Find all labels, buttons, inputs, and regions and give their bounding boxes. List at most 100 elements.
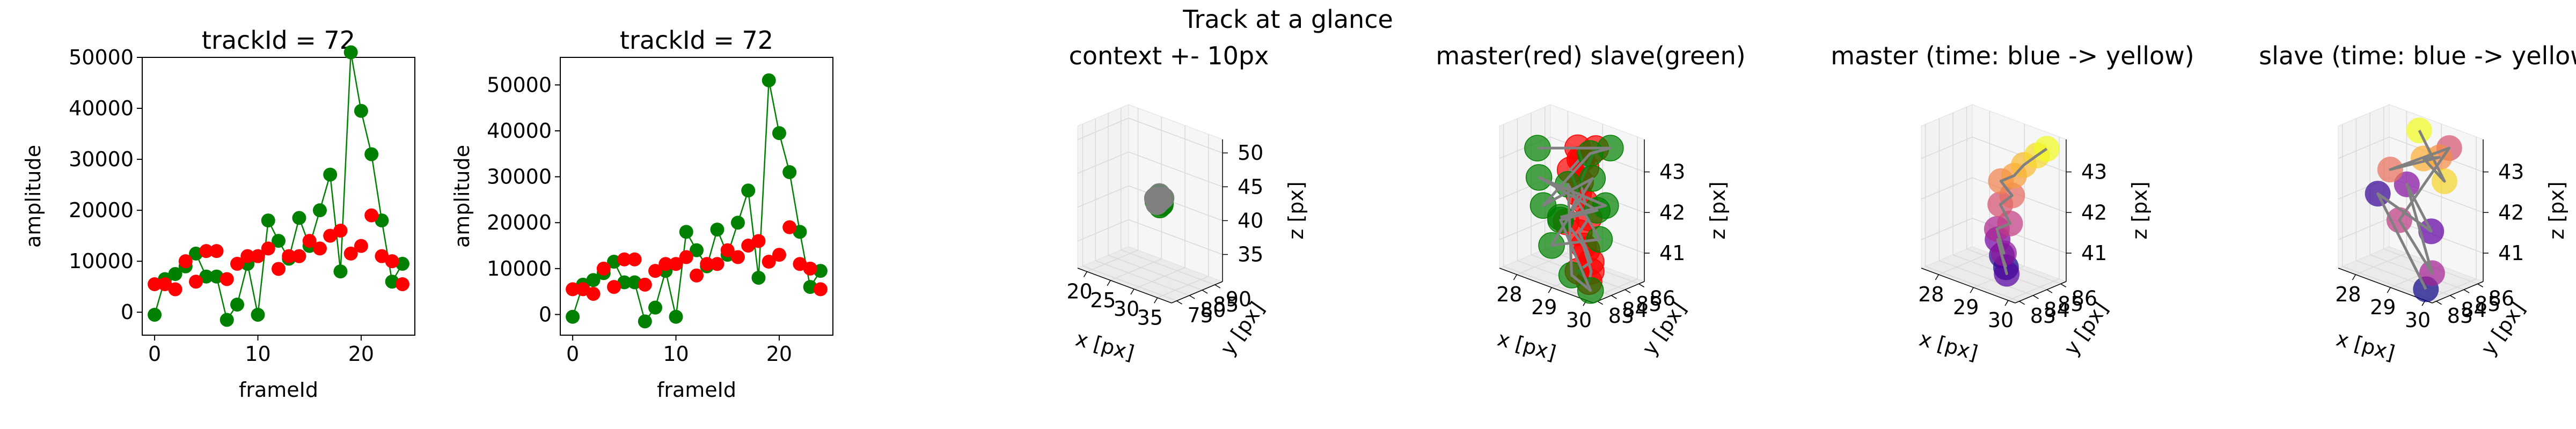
x-axis-label: frameId <box>657 378 736 402</box>
x-tick-label: 29 <box>2370 295 2396 319</box>
data-point <box>607 280 621 294</box>
data-point <box>395 277 409 291</box>
z-tick-label: 35 <box>1238 243 1263 267</box>
data-point <box>302 234 317 248</box>
y-tick-label: 90 <box>1226 287 1252 311</box>
track-path <box>1995 147 2048 275</box>
y-tick-label: 80 <box>1200 298 1226 322</box>
chart-title: slave (time: blue -> yellow) <box>2259 41 2576 70</box>
data-point <box>199 269 214 284</box>
grid-line <box>1077 151 1129 174</box>
grid-line <box>1128 151 1223 188</box>
data-point <box>700 257 714 271</box>
data-point <box>333 264 348 279</box>
series-3d <box>2365 117 2462 302</box>
data-point <box>312 241 327 256</box>
track-path <box>1154 194 1165 205</box>
chart-title: master (time: blue -> yellow) <box>1831 41 2194 70</box>
data-point <box>292 249 306 263</box>
data-point <box>648 300 663 315</box>
y-tick <box>2032 295 2039 299</box>
y-tick <box>1189 295 1195 299</box>
data-point <box>679 250 693 264</box>
grid-line <box>1133 267 1185 290</box>
grid-line <box>1921 177 1973 199</box>
x-tick <box>2352 274 2357 280</box>
data-point <box>782 165 797 180</box>
grid-line <box>2338 136 2390 159</box>
x-tick-label: 10 <box>245 342 270 366</box>
grid-line <box>1938 253 1990 275</box>
y-tick <box>1214 284 1221 289</box>
y-tick <box>1638 283 1645 287</box>
data-point <box>385 254 399 269</box>
data-point <box>813 282 828 297</box>
x-tick-label: 29 <box>1953 295 1979 319</box>
x-tick <box>2387 287 2391 293</box>
z-tick-label: 41 <box>2081 241 2107 265</box>
data-point <box>230 256 245 271</box>
data-point <box>730 250 745 264</box>
x-tick-label: 29 <box>1531 295 1557 319</box>
data-point <box>261 241 275 256</box>
grid-line <box>1157 276 1209 298</box>
y-axis-label: amplitude <box>21 145 45 248</box>
y-tick <box>2449 295 2456 299</box>
grid-line <box>1925 266 2019 302</box>
y-tick-label: 84 <box>2044 298 2069 322</box>
axis-line <box>1499 268 1594 304</box>
data-point <box>772 126 786 140</box>
x-tick <box>1548 287 1552 293</box>
grid-line <box>1128 219 1223 255</box>
z-tick-label: 41 <box>1659 241 1685 265</box>
grid-line <box>1110 258 1162 281</box>
y-tick-label: 86 <box>1650 286 1675 310</box>
y-tick-label: 50000 <box>487 73 552 97</box>
y-tick <box>1176 300 1182 305</box>
grid-line <box>1128 117 1223 153</box>
z-axis-label: z [px] <box>2128 181 2151 239</box>
y-tick <box>1597 301 1604 305</box>
y-tick <box>1611 295 1617 299</box>
grid-line <box>1087 249 1138 272</box>
y-axis-label: amplitude <box>450 145 474 248</box>
y-tick-label: 86 <box>2072 286 2097 310</box>
x-tick-label: 10 <box>663 342 689 366</box>
x-tick-label: 28 <box>1496 283 1522 306</box>
series-3d <box>1524 135 1624 304</box>
y-tick <box>2046 289 2053 293</box>
y-tick-label: 86 <box>2489 286 2514 310</box>
y-tick-label: 85 <box>2475 292 2500 316</box>
x-tick-label: 20 <box>348 342 374 366</box>
left-pane <box>1921 104 1973 269</box>
data-point <box>364 147 379 161</box>
z-tick-label: 45 <box>1238 175 1263 198</box>
grid-line <box>1077 219 1129 242</box>
y-tick-label: 20000 <box>487 211 552 234</box>
y-tick-label: 84 <box>2461 298 2486 322</box>
axis-line <box>2015 281 2067 304</box>
y-tick-label: 10000 <box>69 249 134 273</box>
y-tick <box>2060 283 2067 287</box>
series-master <box>566 220 828 301</box>
data-point <box>343 246 358 261</box>
y-tick <box>2019 301 2025 305</box>
z-tick-label: 50 <box>1238 141 1263 165</box>
x-tick-label: 25 <box>1090 289 1116 312</box>
chart-title: trackId = 72 <box>620 26 773 55</box>
z-axis-label: z [px] <box>1706 181 1730 239</box>
chart-title: context +- 10px <box>1069 41 1269 70</box>
data-point <box>710 257 724 271</box>
y-tick-label: 10000 <box>487 257 552 280</box>
z-tick-label: 41 <box>2498 241 2524 265</box>
data-point <box>209 244 224 258</box>
data-point <box>189 275 203 289</box>
track-path <box>1537 146 1612 292</box>
data-point <box>782 220 797 234</box>
x-tick <box>1935 274 1940 280</box>
data-point <box>762 73 776 87</box>
data-point <box>148 277 162 291</box>
data-point <box>251 249 265 263</box>
